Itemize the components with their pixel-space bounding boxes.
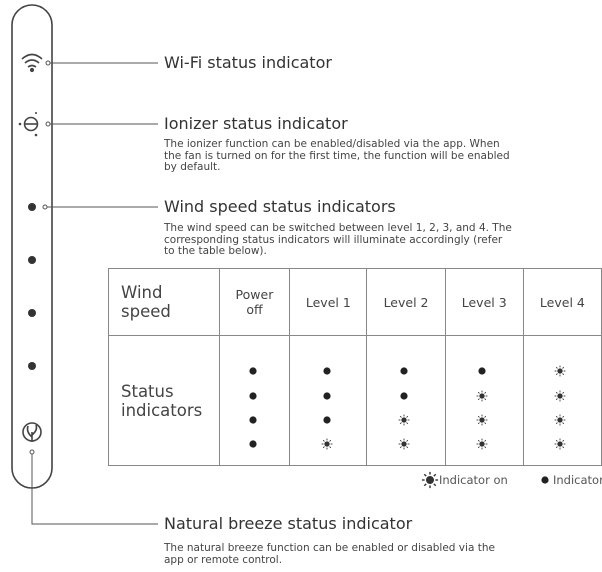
indicator-on: [554, 390, 566, 402]
indicator-on: [476, 438, 488, 450]
indicator-off: [541, 476, 549, 484]
indicator-off: [249, 367, 257, 375]
label: Wind speed status indicators: [164, 197, 396, 216]
indicator-on: [554, 438, 566, 450]
indicator-on: [398, 438, 410, 450]
indicator-on: [398, 414, 410, 426]
indicator-off: [249, 440, 257, 448]
indicator-on: [554, 365, 566, 377]
description-line: The ionizer function can be enabled/disa…: [164, 138, 500, 150]
indicator-on: [476, 390, 488, 402]
description-line: the fan is turned on for the first time,…: [164, 149, 510, 162]
indicator-off: [249, 392, 257, 400]
speed-dots: [28, 203, 36, 370]
header-cell: Level 2: [366, 268, 446, 336]
indicator-on: [554, 414, 566, 426]
indicator-off: [323, 367, 331, 375]
description-line: The wind speed can be switched between l…: [164, 222, 512, 234]
header-cell: Level 1: [289, 268, 368, 336]
indicator-on: [321, 438, 333, 450]
device-panel: [11, 4, 53, 489]
label: Wi-Fi status indicator: [164, 53, 332, 72]
header-cell: Wind speed: [121, 283, 171, 321]
description-line: app or remote control.: [164, 553, 283, 566]
header-cell: Level 3: [444, 268, 524, 336]
header-cell: Level 4: [522, 268, 602, 336]
indicator-off: [323, 392, 331, 400]
legend-on: Indicator on: [439, 473, 508, 487]
header-cell: Power off: [235, 287, 274, 317]
indicator-on: [476, 414, 488, 426]
row-label: Status indicators: [121, 381, 203, 420]
wifi-icon: [21, 53, 43, 68]
description-line: The natural breeze function can be enabl…: [164, 542, 495, 554]
label: Ionizer status indicator: [164, 114, 348, 133]
status-table: Wind speed Power off Level 1 Level 2 Lev…: [108, 268, 602, 466]
indicator-off: [400, 392, 408, 400]
indicator-off: [249, 416, 257, 424]
description-line: corresponding status indicators will ill…: [164, 233, 503, 246]
leaf-icon: [22, 422, 42, 442]
indicator-off: [323, 416, 331, 424]
indicator-on: [421, 471, 439, 489]
description-line: by default.: [164, 161, 221, 173]
indicator-off: [478, 367, 486, 375]
label: Natural breeze status indicator: [164, 514, 413, 533]
ionizer-icon: [23, 116, 39, 132]
indicator-off: [400, 367, 408, 375]
leader-lines: [29, 60, 158, 525]
description-line: to the table below).: [164, 245, 267, 257]
legend-off: Indicator off: [553, 473, 602, 487]
